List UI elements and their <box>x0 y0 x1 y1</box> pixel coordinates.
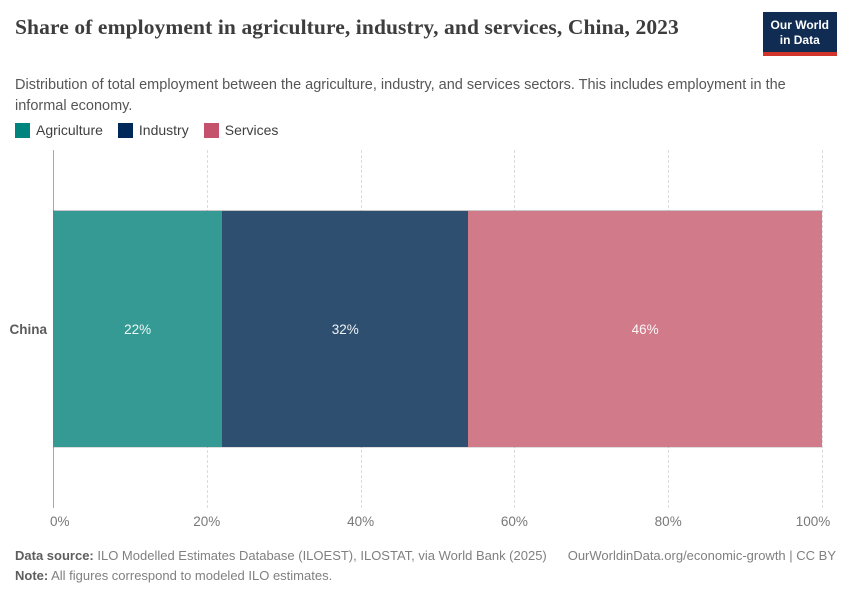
owid-logo-line1: Our World <box>770 18 829 32</box>
legend-label: Services <box>224 122 279 138</box>
note-text: Note: All figures correspond to modeled … <box>15 568 332 583</box>
bar-segment-agriculture[interactable]: 22% <box>53 211 223 447</box>
x-tick-label: 60% <box>500 514 528 529</box>
owid-logo[interactable]: Our World in Data <box>762 12 837 56</box>
footer-source-row: Data source: ILO Modelled Estimates Data… <box>15 546 836 566</box>
legend-item-agriculture[interactable]: Agriculture <box>15 122 103 138</box>
data-source-label: Data source: <box>15 548 94 563</box>
x-tick-label: 100% <box>795 514 831 529</box>
chart-subtitle: Distribution of total employment between… <box>15 77 786 114</box>
stacked-bar-china: 22% 32% 46% <box>53 210 822 448</box>
bar-value-label: 32% <box>331 321 359 337</box>
x-tick-label: 80% <box>654 514 682 529</box>
page-title: Share of employment in agriculture, indu… <box>15 15 679 39</box>
data-source-value: ILO Modelled Estimates Database (ILOEST)… <box>93 548 547 563</box>
bar-value-label: 22% <box>124 321 152 337</box>
note-label: Note: <box>15 568 49 583</box>
legend-item-services[interactable]: Services <box>203 122 279 138</box>
legend-swatch-agriculture <box>15 122 30 138</box>
bar-segment-services[interactable]: 46% <box>468 211 822 447</box>
legend-label: Industry <box>138 122 189 138</box>
legend-item-industry[interactable]: Industry <box>117 122 189 138</box>
entity-label-china: China <box>9 322 47 337</box>
owid-url-link[interactable]: OurWorldinData.org/economic-growth | CC … <box>567 548 836 563</box>
legend: Agriculture Industry Services <box>15 122 278 138</box>
footer-note-row: Note: All figures correspond to modeled … <box>15 566 836 586</box>
data-source-text: Data source: ILO Modelled Estimates Data… <box>15 546 547 566</box>
x-tick-label: 40% <box>347 514 375 529</box>
gridline <box>822 150 823 508</box>
bar-value-label: 46% <box>631 321 659 337</box>
chart-footer: Data source: ILO Modelled Estimates Data… <box>15 546 836 586</box>
legend-swatch-services <box>203 122 219 138</box>
legend-swatch-industry <box>117 122 133 138</box>
note-value: All figures correspond to modeled ILO es… <box>48 568 333 583</box>
owid-logo-line2: in Data <box>779 32 820 47</box>
x-axis-ticks: 0% 20% 40% 60% 80% 100% <box>50 514 830 532</box>
plot-area: 22% 32% 46% <box>53 150 823 508</box>
x-tick-label: 0% <box>50 514 70 529</box>
legend-label: Agriculture <box>36 122 103 138</box>
bar-segment-industry[interactable]: 32% <box>222 211 469 447</box>
x-tick-label: 20% <box>193 514 221 529</box>
